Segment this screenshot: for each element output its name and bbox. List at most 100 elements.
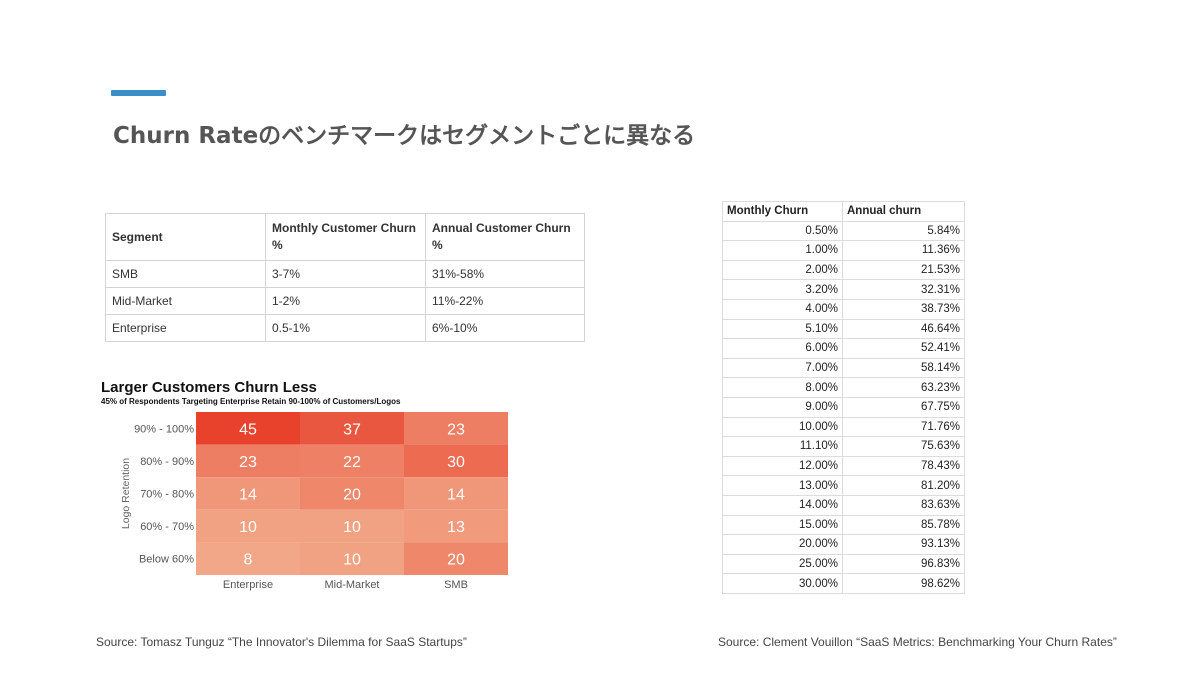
table-cell: 32.31% (842, 279, 965, 300)
table-row: Mid-Market 1-2% 11%-22% (105, 287, 585, 315)
table-row: 9.00% 67.75% (722, 396, 965, 418)
source-right: Source: Clement Vouillon “SaaS Metrics: … (718, 635, 1117, 649)
table-row: 2.00% 21.53% (722, 259, 965, 281)
table-cell: 75.63% (842, 436, 965, 457)
accent-bar (111, 90, 166, 96)
table-row: 3.20% 32.31% (722, 279, 965, 300)
table-cell: 98.62% (842, 573, 965, 594)
table-cell: 3.20% (722, 279, 843, 300)
table-cell: 31%-58% (425, 260, 585, 288)
table-cell: 13.00% (722, 475, 843, 496)
table-cell: 2.00% (722, 259, 843, 281)
heatmap-value-label: 10 (343, 552, 361, 569)
heatmap-cell (404, 477, 508, 510)
heatmap-value-label: 10 (343, 519, 361, 536)
monthly-annual-churn-table: Monthly Churn Annual churn 0.50% 5.84% 1.0… (722, 201, 965, 594)
table-row: 7.00% 58.14% (722, 357, 965, 379)
heatmap-y-tick-label: 80% - 90% (140, 456, 194, 468)
table-cell: 78.43% (842, 455, 965, 477)
heatmap-cell (300, 477, 404, 510)
table-row: 25.00% 96.83% (722, 553, 965, 575)
heatmap-value-label: 37 (343, 421, 361, 438)
heatmap-cell (196, 477, 300, 510)
heatmap-cell (196, 444, 300, 478)
table-row: 20.00% 93.13% (722, 534, 965, 555)
table-cell: 30.00% (722, 573, 843, 594)
table-cell: 8.00% (722, 377, 843, 398)
table-cell: 0.50% (722, 220, 843, 242)
table-cell: 96.83% (842, 553, 965, 575)
table-cell: 12.00% (722, 455, 843, 477)
heatmap-cell (196, 412, 300, 445)
heatmap-value-label: 14 (239, 487, 257, 504)
heatmap-cell (404, 444, 508, 478)
heatmap-value-label: 45 (239, 421, 257, 438)
heatmap-subtitle: 45% of Respondents Targeting Enterprise … (101, 397, 401, 406)
table-cell: 6.00% (722, 338, 843, 359)
heatmap-value-label: 23 (239, 454, 257, 471)
table-cell: 7.00% (722, 357, 843, 379)
heatmap-title: Larger Customers Churn Less (101, 379, 317, 396)
column-header: Monthly Customer Churn % (265, 213, 426, 261)
heatmap-cell (300, 542, 404, 575)
table-row: 8.00% 63.23% (722, 377, 965, 398)
heatmap-x-tick-label: SMB (444, 579, 468, 591)
table-row: 30.00% 98.62% (722, 573, 965, 594)
table-cell: 5.10% (722, 318, 843, 340)
table-cell: 58.14% (842, 357, 965, 379)
table-cell: 10.00% (722, 416, 843, 438)
heatmap-value-label: 20 (447, 552, 465, 569)
table-row: 11.10% 75.63% (722, 436, 965, 457)
table-cell: 81.20% (842, 475, 965, 496)
heatmap-cell (196, 542, 300, 575)
heatmap-value-label: 30 (447, 454, 465, 471)
heatmap-y-tick-label: 90% - 100% (134, 423, 194, 435)
heatmap-y-tick-label: 60% - 70% (140, 521, 194, 533)
table-row: 6.00% 52.41% (722, 338, 965, 359)
heatmap-cell (196, 509, 300, 543)
table-row: 15.00% 85.78% (722, 514, 965, 536)
heatmap-cell (404, 542, 508, 575)
heatmap-x-tick-label: Enterprise (223, 579, 273, 591)
heatmap-cell (300, 444, 404, 478)
table-cell: Mid-Market (105, 287, 266, 315)
heatmap-value-label: 14 (447, 487, 465, 504)
table-cell: 9.00% (722, 396, 843, 418)
table-cell: 5.84% (842, 220, 965, 242)
table-cell: 11.10% (722, 436, 843, 457)
table-cell: 93.13% (842, 534, 965, 555)
heatmap-y-tick-label: Below 60% (139, 554, 194, 566)
table-row: 12.00% 78.43% (722, 455, 965, 477)
heatmap-value-label: 23 (447, 421, 465, 438)
table-row: 1.00% 11.36% (722, 240, 965, 261)
heatmap-value-label: 8 (244, 552, 253, 569)
table-cell: 11%-22% (425, 287, 585, 315)
table-cell: 1-2% (265, 287, 426, 315)
column-header: Monthly Churn (722, 201, 843, 222)
table-cell: Enterprise (105, 314, 266, 342)
table-row: 14.00% 83.63% (722, 494, 965, 516)
table-cell: 4.00% (722, 298, 843, 320)
segment-churn-table: Segment Monthly Customer Churn % Annual … (105, 213, 585, 342)
table-cell: 25.00% (722, 553, 843, 575)
table-cell: 85.78% (842, 514, 965, 536)
table-row: 10.00% 71.76% (722, 416, 965, 438)
table-cell: 67.75% (842, 396, 965, 418)
source-left: Source: Tomasz Tunguz “The Innovator's D… (96, 635, 467, 649)
heatmap-value-label: 10 (239, 519, 257, 536)
table-row: 4.00% 38.73% (722, 298, 965, 320)
column-header: Annual Customer Churn % (425, 213, 585, 261)
heatmap-cell (404, 509, 508, 543)
table-row: 13.00% 81.20% (722, 475, 965, 496)
table-cell: 20.00% (722, 534, 843, 555)
table-cell: 15.00% (722, 514, 843, 536)
table-cell: 6%-10% (425, 314, 585, 342)
table-cell: 46.64% (842, 318, 965, 340)
table-row: 5.10% 46.64% (722, 318, 965, 340)
table-cell: 21.53% (842, 259, 965, 281)
heatmap-value-label: 13 (447, 519, 465, 536)
table-cell: 63.23% (842, 377, 965, 398)
table-header-row: Monthly Churn Annual churn (722, 201, 965, 222)
column-header: Segment (105, 213, 266, 261)
heatmap-cell (300, 412, 404, 445)
